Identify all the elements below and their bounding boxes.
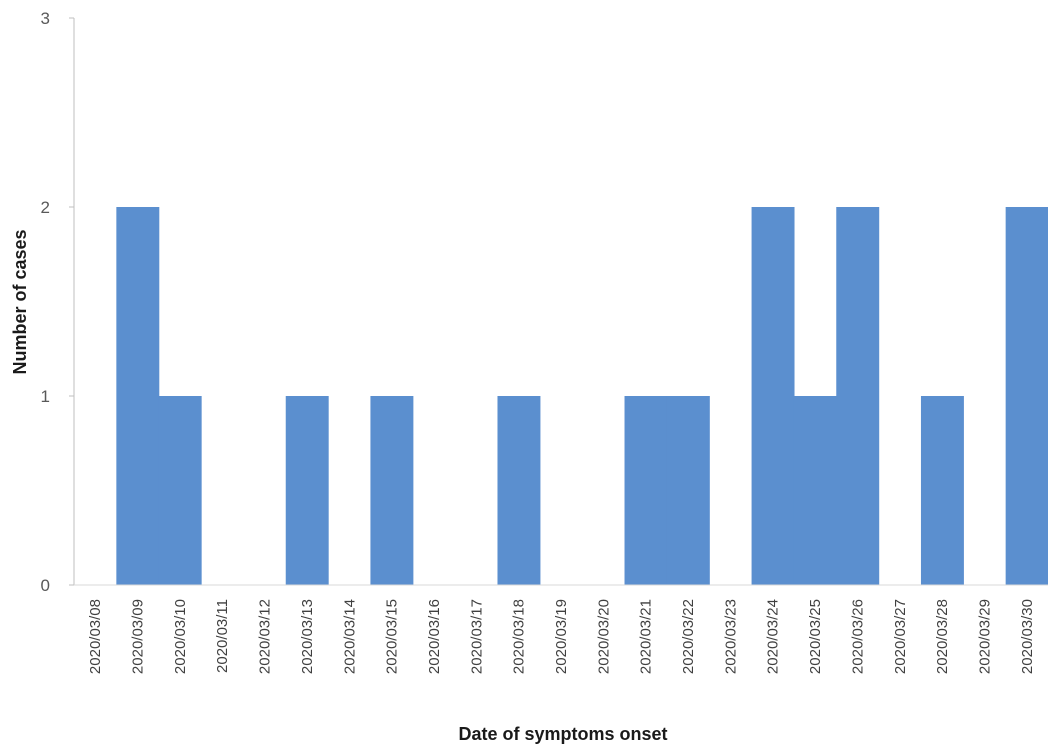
bar-2020-03-13 bbox=[285, 396, 329, 585]
bar-2020-03-09 bbox=[116, 207, 160, 585]
x-tick-label: 2020/03/16 bbox=[426, 599, 443, 674]
x-tick-label: 2020/03/15 bbox=[384, 599, 401, 674]
bar-2020-03-28 bbox=[920, 396, 964, 585]
x-tick-label: 2020/03/14 bbox=[341, 599, 358, 674]
bar-2020-03-25 bbox=[793, 396, 837, 585]
x-tick-label: 2020/03/25 bbox=[807, 599, 824, 674]
x-tick-label: 2020/03/08 bbox=[87, 599, 104, 674]
x-tick-label: 2020/03/12 bbox=[257, 599, 274, 674]
x-tick-label: 2020/03/10 bbox=[172, 599, 189, 674]
y-tick-labels: 0 1 2 3 bbox=[41, 9, 74, 595]
axis-layer bbox=[73, 18, 1048, 586]
y-axis-title: Number of cases bbox=[10, 229, 30, 374]
bar-2020-03-30 bbox=[1005, 207, 1048, 585]
y-tick-label: 2 bbox=[41, 198, 50, 217]
x-tick-label: 2020/03/30 bbox=[1019, 599, 1036, 674]
x-tick-label: 2020/03/28 bbox=[934, 599, 951, 674]
x-tick-label: 2020/03/13 bbox=[299, 599, 316, 674]
bar-2020-03-15 bbox=[370, 396, 414, 585]
y-tick-label: 1 bbox=[41, 387, 50, 406]
x-tick-label: 2020/03/17 bbox=[468, 599, 485, 674]
bar-2020-03-22 bbox=[666, 396, 710, 585]
x-tick-label: 2020/03/29 bbox=[976, 599, 993, 674]
bar-2020-03-10 bbox=[158, 396, 202, 585]
x-tick-labels: 2020/03/08 2020/03/09 2020/03/10 2020/03/11… bbox=[87, 599, 1036, 674]
bar-2020-03-26 bbox=[836, 207, 880, 585]
x-tick-label: 2020/03/23 bbox=[722, 599, 739, 674]
x-tick-label: 2020/03/11 bbox=[214, 599, 231, 673]
bars-layer bbox=[116, 207, 1048, 585]
x-tick-label: 2020/03/20 bbox=[595, 599, 612, 674]
x-tick-label: 2020/03/21 bbox=[638, 599, 655, 674]
x-tick-label: 2020/03/22 bbox=[680, 599, 697, 674]
y-tick-label: 3 bbox=[41, 9, 50, 28]
bar-2020-03-21 bbox=[624, 396, 668, 585]
x-tick-label: 2020/03/09 bbox=[130, 599, 147, 674]
x-axis-title: Date of symptoms onset bbox=[458, 724, 667, 744]
y-tick-label: 0 bbox=[41, 576, 50, 595]
bar-2020-03-24 bbox=[751, 207, 795, 585]
x-tick-label: 2020/03/26 bbox=[849, 599, 866, 674]
bar-2020-03-18 bbox=[497, 396, 541, 585]
x-tick-label: 2020/03/18 bbox=[511, 599, 528, 674]
x-tick-label: 2020/03/19 bbox=[553, 599, 570, 674]
x-tick-label: 2020/03/24 bbox=[765, 599, 782, 674]
x-tick-label: 2020/03/27 bbox=[892, 599, 909, 674]
